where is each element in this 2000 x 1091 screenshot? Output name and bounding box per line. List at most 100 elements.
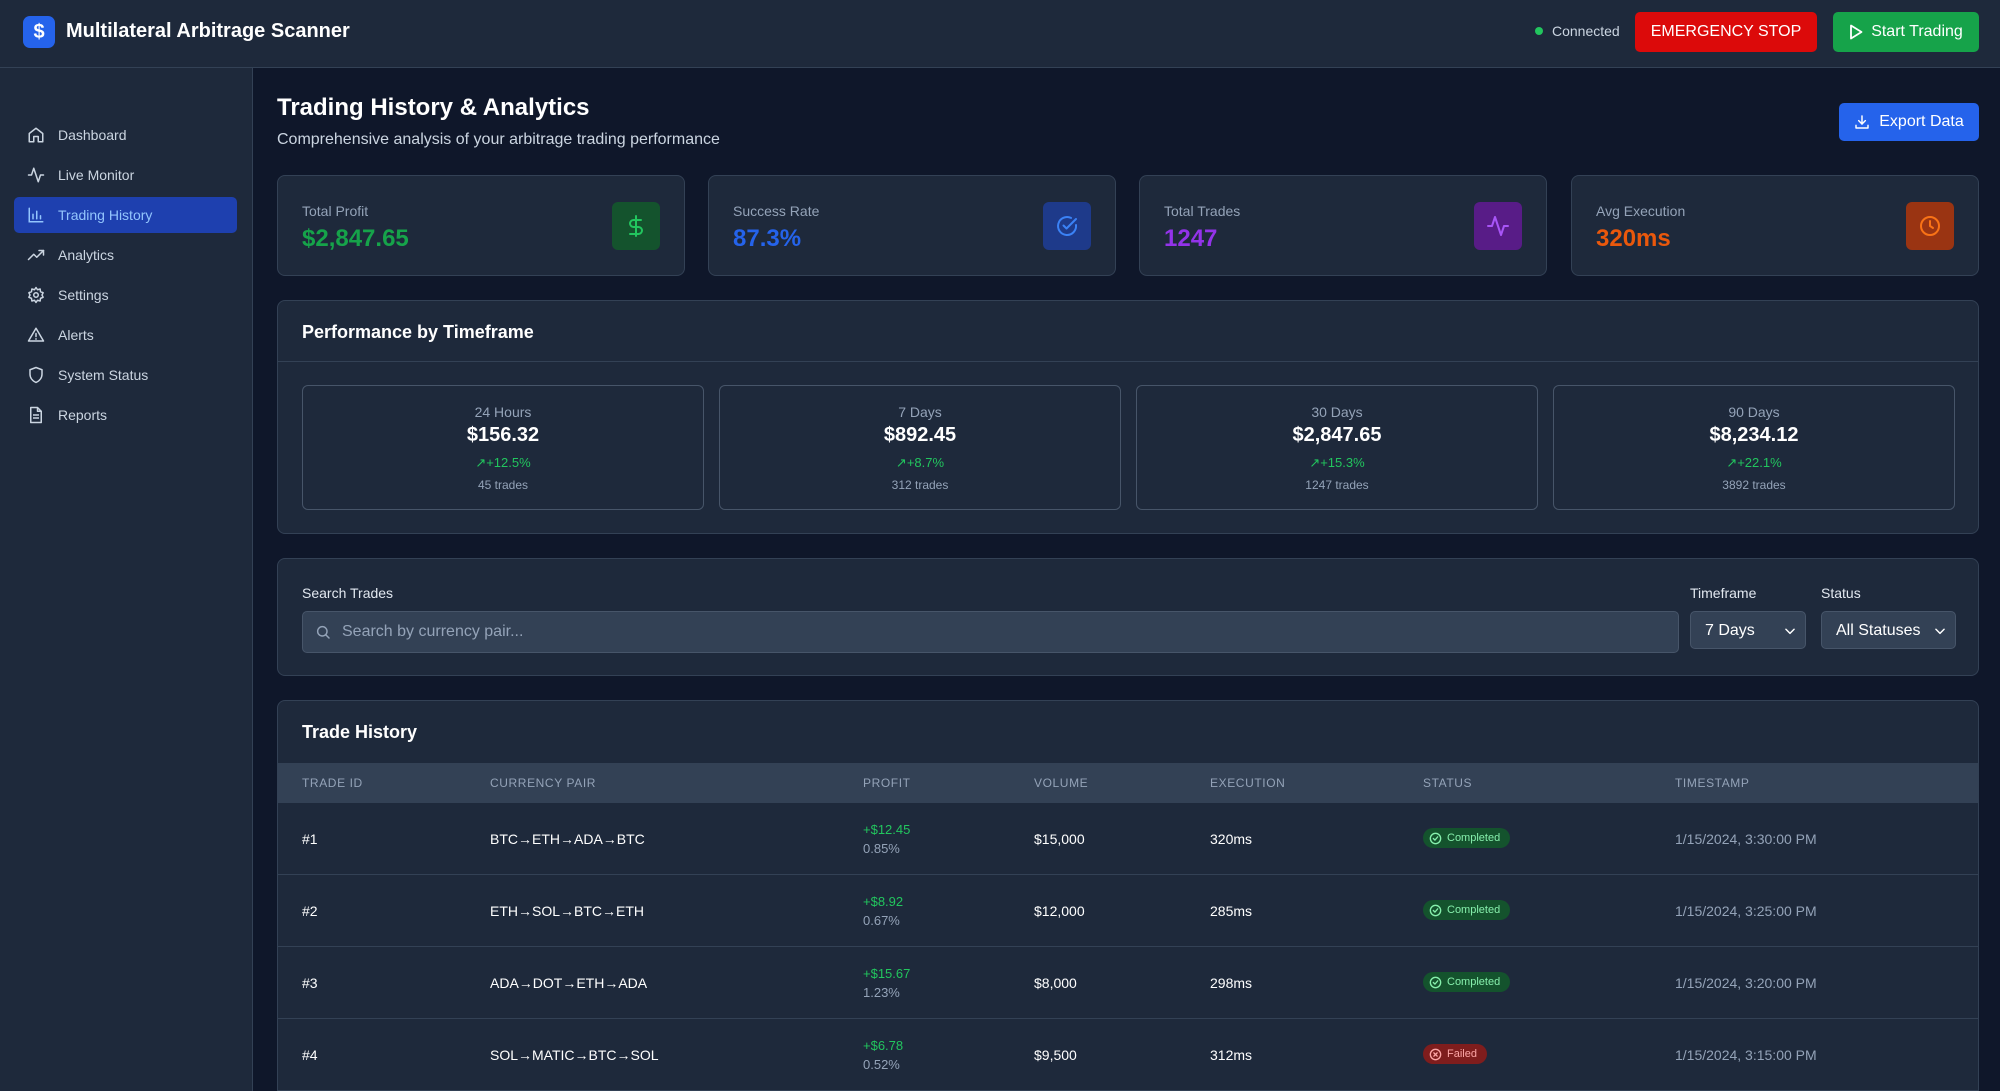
arrow-up-right-icon: ↗ <box>1309 455 1321 470</box>
trade-history-title: Trade History <box>302 722 418 742</box>
profit-percent: 0.85% <box>863 841 900 856</box>
sidebar-item-analytics[interactable]: Analytics <box>14 237 237 273</box>
profit-value: +$15.67 <box>863 966 911 981</box>
timeframe-label: 90 Days <box>1728 404 1780 420</box>
status-select[interactable]: All Statuses <box>1821 611 1956 649</box>
column-header: PROFIT <box>863 776 911 790</box>
app-title: Multilateral Arbitrage Scanner <box>66 20 350 42</box>
warning-icon <box>27 327 45 342</box>
timeframe-label: 30 Days <box>1311 404 1363 420</box>
sidebar-item-trading-history[interactable]: Trading History <box>14 197 237 233</box>
sidebar-item-label: Trading History <box>58 207 153 223</box>
stat-value: 1247 <box>1164 225 1218 252</box>
status-text: Completed <box>1447 976 1501 988</box>
emergency-stop-button[interactable]: EMERGENCY STOP <box>1635 12 1817 52</box>
check-circle-icon <box>1429 832 1442 844</box>
sidebar-item-alerts[interactable]: Alerts <box>14 317 237 353</box>
timeframe-value: $156.32 <box>466 424 540 446</box>
volume: $9,500 <box>1034 1047 1077 1063</box>
table-row[interactable]: #4 SOL→MATIC→BTC→SOL +$6.78 0.52% $9,500… <box>278 1019 1978 1091</box>
table-row[interactable]: #1 BTC→ETH→ADA→BTC +$12.45 0.85% $15,000… <box>278 803 1978 875</box>
export-data-button[interactable]: Export Data <box>1839 103 1979 141</box>
stat-card-total-profit: Total Profit $2,847.65 <box>277 175 685 276</box>
play-icon <box>1850 24 1863 40</box>
column-header: CURRENCY PAIR <box>490 776 597 790</box>
timeframe-label: Timeframe <box>1690 585 1757 601</box>
trending-up-icon <box>27 249 45 261</box>
sidebar-item-label: Reports <box>58 407 108 423</box>
x-circle-icon <box>1429 1048 1442 1060</box>
stat-label: Avg Execution <box>1596 203 1686 219</box>
search-label: Search Trades <box>302 585 394 601</box>
timestamp: 1/15/2024, 3:20:00 PM <box>1675 975 1817 991</box>
status-text: Completed <box>1447 832 1501 844</box>
timestamp: 1/15/2024, 3:25:00 PM <box>1675 903 1817 919</box>
connection-status: Connected <box>1535 23 1620 39</box>
search-field[interactable] <box>302 611 1679 653</box>
chevron-down-icon <box>1785 628 1795 635</box>
stat-value: $2,847.65 <box>302 225 409 252</box>
sidebar-item-settings[interactable]: Settings <box>14 277 237 313</box>
download-icon <box>1855 115 1869 129</box>
timeframe-card-7d: 7 Days $892.45 ↗+8.7% 312 trades <box>719 385 1121 510</box>
stat-label: Success Rate <box>733 203 820 219</box>
profit-value: +$8.92 <box>863 894 904 909</box>
document-icon <box>30 406 42 424</box>
sidebar-item-label: Settings <box>58 287 109 303</box>
table-row[interactable]: #3 ADA→DOT→ETH→ADA +$15.67 1.23% $8,000 … <box>278 947 1978 1019</box>
status-badge: Completed <box>1423 828 1511 848</box>
sidebar-item-live-monitor[interactable]: Live Monitor <box>14 157 237 193</box>
sidebar-item-reports[interactable]: Reports <box>14 397 237 433</box>
profit-percent: 0.67% <box>863 913 900 928</box>
chevron-down-icon <box>1935 628 1945 635</box>
timeframe-change: ↗+22.1% <box>1726 455 1782 470</box>
search-input[interactable] <box>342 612 1662 652</box>
timestamp: 1/15/2024, 3:30:00 PM <box>1675 831 1817 847</box>
timeframe-trades: 3892 trades <box>1722 478 1786 492</box>
timeframe-trades: 1247 trades <box>1305 478 1369 492</box>
status-badge: Completed <box>1423 972 1511 992</box>
execution-time: 298ms <box>1210 975 1253 991</box>
execution-time: 312ms <box>1210 1047 1253 1063</box>
timeframe-select[interactable]: 7 Days <box>1690 611 1806 649</box>
sidebar-item-label: Dashboard <box>58 127 127 143</box>
stat-card-success-rate: Success Rate 87.3% <box>708 175 1116 276</box>
stat-card-avg-execution: Avg Execution 320ms <box>1571 175 1979 276</box>
profit-percent: 0.52% <box>863 1057 900 1072</box>
check-circle-icon <box>1429 976 1442 988</box>
profit-percent: 1.23% <box>863 985 900 1000</box>
profit-value: +$12.45 <box>863 822 911 837</box>
timeframe-card-30d: 30 Days $2,847.65 ↗+15.3% 1247 trades <box>1136 385 1538 510</box>
currency-pair: ETH→SOL→BTC→ETH <box>490 903 645 919</box>
column-header: VOLUME <box>1034 776 1089 790</box>
export-data-label: Export Data <box>1879 113 1964 130</box>
volume: $15,000 <box>1034 831 1085 847</box>
column-header: STATUS <box>1423 776 1473 790</box>
status-text: Failed <box>1447 1048 1477 1060</box>
arrow-up-right-icon: ↗ <box>1726 455 1738 470</box>
status-badge: Failed <box>1423 1044 1487 1064</box>
sidebar-item-system-status[interactable]: System Status <box>14 357 237 393</box>
arrow-up-right-icon: ↗ <box>895 455 907 470</box>
trade-id: #4 <box>302 1047 318 1063</box>
volume: $8,000 <box>1034 975 1077 991</box>
currency-pair: SOL→MATIC→BTC→SOL <box>490 1047 659 1063</box>
trade-id: #1 <box>302 831 318 847</box>
table-row[interactable]: #2 ETH→SOL→BTC→ETH +$8.92 0.67% $12,000 … <box>278 875 1978 947</box>
status-select-value: All Statuses <box>1836 622 1921 639</box>
trade-id: #2 <box>302 903 318 919</box>
status-text: Completed <box>1447 904 1501 916</box>
stat-value: 87.3% <box>733 225 802 252</box>
timeframe-label: 7 Days <box>898 404 942 420</box>
timeframe-value: $2,847.65 <box>1292 424 1382 446</box>
currency-pair: BTC→ETH→ADA→BTC <box>490 831 645 847</box>
page-title: Trading History & Analytics <box>277 94 590 121</box>
timeframe-trades: 45 trades <box>477 478 529 492</box>
currency-pair: ADA→DOT→ETH→ADA <box>490 975 648 991</box>
sidebar-item-label: Alerts <box>58 327 94 343</box>
performance-title: Performance by Timeframe <box>302 322 534 342</box>
sidebar-item-dashboard[interactable]: Dashboard <box>14 117 237 153</box>
bar-chart-icon <box>28 207 44 223</box>
activity-icon <box>1474 202 1522 250</box>
start-trading-button[interactable]: Start Trading <box>1833 12 1979 52</box>
